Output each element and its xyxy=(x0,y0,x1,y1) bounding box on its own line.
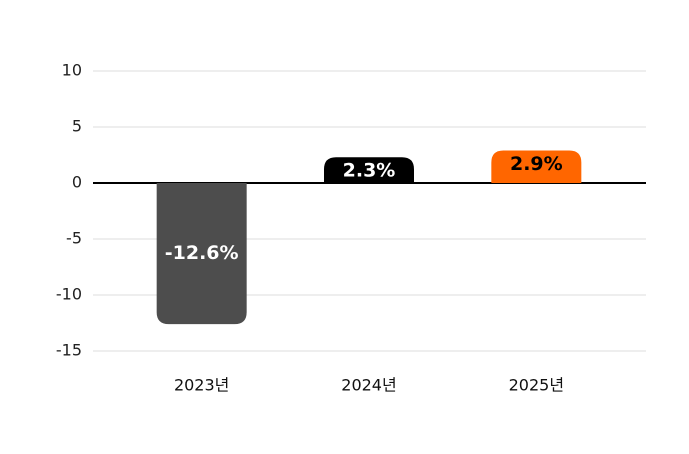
value-label: -12.6% xyxy=(165,242,239,264)
bar xyxy=(324,157,414,183)
value-label: 2.3% xyxy=(343,160,396,182)
bar xyxy=(156,183,247,325)
y-tick-label: -15 xyxy=(56,341,82,360)
y-tick-label: 0 xyxy=(72,173,82,192)
bar xyxy=(491,150,582,183)
y-tick-label: -5 xyxy=(66,229,82,248)
x-tick-label: 2024년 xyxy=(341,376,396,395)
x-tick-label: 2025년 xyxy=(509,376,564,395)
y-tick-label: 10 xyxy=(62,61,82,80)
y-tick-label: 5 xyxy=(72,117,82,136)
y-tick-label: -10 xyxy=(56,285,82,304)
value-label: 2.9% xyxy=(510,153,563,175)
x-tick-label: 2023년 xyxy=(174,376,229,395)
